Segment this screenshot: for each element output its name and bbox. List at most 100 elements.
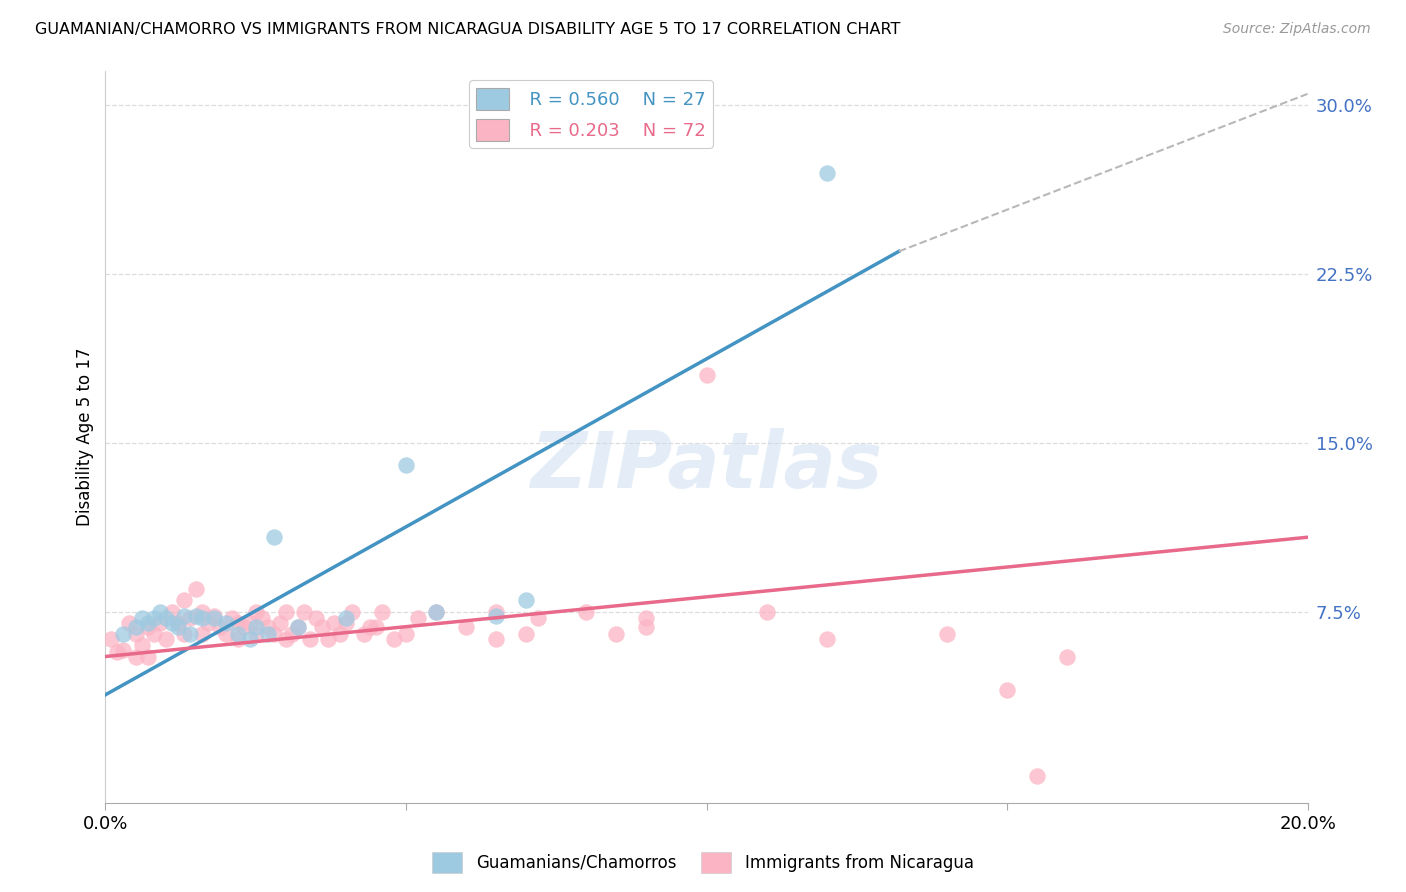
Text: ZIPatlas: ZIPatlas (530, 428, 883, 504)
Point (605, 627, 627, 641)
Point (287, 620, 309, 634)
Point (184, 609, 207, 624)
Point (269, 615, 291, 630)
Point (311, 620, 333, 634)
Point (425, 605, 447, 619)
Point (142, 627, 165, 641)
Point (527, 611, 550, 625)
Point (197, 615, 219, 630)
Point (239, 632, 262, 646)
Point (173, 609, 195, 624)
Point (202, 609, 225, 624)
Point (202, 611, 225, 625)
Point (118, 615, 141, 630)
Point (221, 611, 243, 625)
Point (359, 620, 381, 634)
Point (263, 530, 285, 544)
Point (112, 642, 135, 657)
Point (245, 627, 267, 641)
Point (131, 638, 153, 652)
Point (214, 627, 236, 641)
Point (226, 615, 249, 630)
Point (107, 645, 129, 659)
Point (755, 605, 778, 619)
Point (179, 627, 201, 641)
Point (245, 620, 267, 634)
Point (155, 632, 177, 646)
Point (995, 683, 1018, 698)
Point (395, 627, 418, 641)
Legend: Guamanians/Chamorros, Immigrants from Nicaragua: Guamanians/Chamorros, Immigrants from Ni… (426, 846, 980, 880)
Point (1026, 769, 1049, 783)
Point (190, 627, 212, 641)
Point (184, 582, 207, 596)
Point (136, 615, 159, 630)
Point (190, 611, 212, 625)
Point (173, 627, 195, 641)
Point (636, 611, 658, 625)
Point (173, 593, 195, 607)
Point (322, 615, 344, 630)
Point (166, 615, 188, 630)
Point (155, 611, 177, 625)
Point (179, 611, 201, 625)
Point (160, 615, 183, 630)
Point (340, 605, 363, 619)
Point (395, 458, 418, 473)
Text: Source: ZipAtlas.com: Source: ZipAtlas.com (1223, 22, 1371, 37)
Point (815, 632, 838, 646)
Point (239, 615, 262, 630)
Point (100, 632, 122, 646)
Point (148, 615, 170, 630)
Point (124, 620, 146, 634)
Point (292, 605, 315, 619)
Point (190, 605, 212, 619)
Y-axis label: Disability Age 5 to 17: Disability Age 5 to 17 (76, 348, 94, 526)
Point (515, 627, 537, 641)
Point (575, 605, 598, 619)
Point (148, 605, 170, 619)
Point (329, 627, 352, 641)
Point (696, 368, 718, 383)
Legend:   R = 0.560    N = 27,   R = 0.203    N = 72: R = 0.560 N = 27, R = 0.203 N = 72 (470, 80, 713, 148)
Point (485, 609, 508, 624)
Point (208, 620, 231, 634)
Point (131, 611, 153, 625)
Point (353, 627, 375, 641)
Point (1056, 649, 1078, 664)
Point (287, 620, 309, 634)
Point (364, 620, 387, 634)
Point (112, 627, 135, 641)
Point (815, 166, 838, 180)
Point (936, 627, 959, 641)
Point (250, 611, 273, 625)
Point (124, 627, 146, 641)
Point (160, 605, 183, 619)
Point (136, 649, 159, 664)
Point (281, 627, 304, 641)
Point (263, 627, 285, 641)
Point (371, 605, 394, 619)
Point (166, 620, 188, 634)
Text: GUAMANIAN/CHAMORRO VS IMMIGRANTS FROM NICARAGUA DISABILITY AGE 5 TO 17 CORRELATI: GUAMANIAN/CHAMORRO VS IMMIGRANTS FROM NI… (35, 22, 900, 37)
Point (298, 632, 321, 646)
Point (515, 593, 537, 607)
Point (425, 605, 447, 619)
Point (406, 611, 429, 625)
Point (335, 615, 357, 630)
Point (636, 620, 658, 634)
Point (274, 632, 297, 646)
Point (214, 615, 236, 630)
Point (274, 605, 297, 619)
Point (136, 620, 159, 634)
Point (305, 611, 328, 625)
Point (485, 605, 508, 619)
Point (335, 611, 357, 625)
Point (124, 649, 146, 664)
Point (382, 632, 405, 646)
Point (485, 632, 508, 646)
Point (256, 627, 278, 641)
Point (316, 632, 339, 646)
Point (454, 620, 477, 634)
Point (232, 620, 254, 634)
